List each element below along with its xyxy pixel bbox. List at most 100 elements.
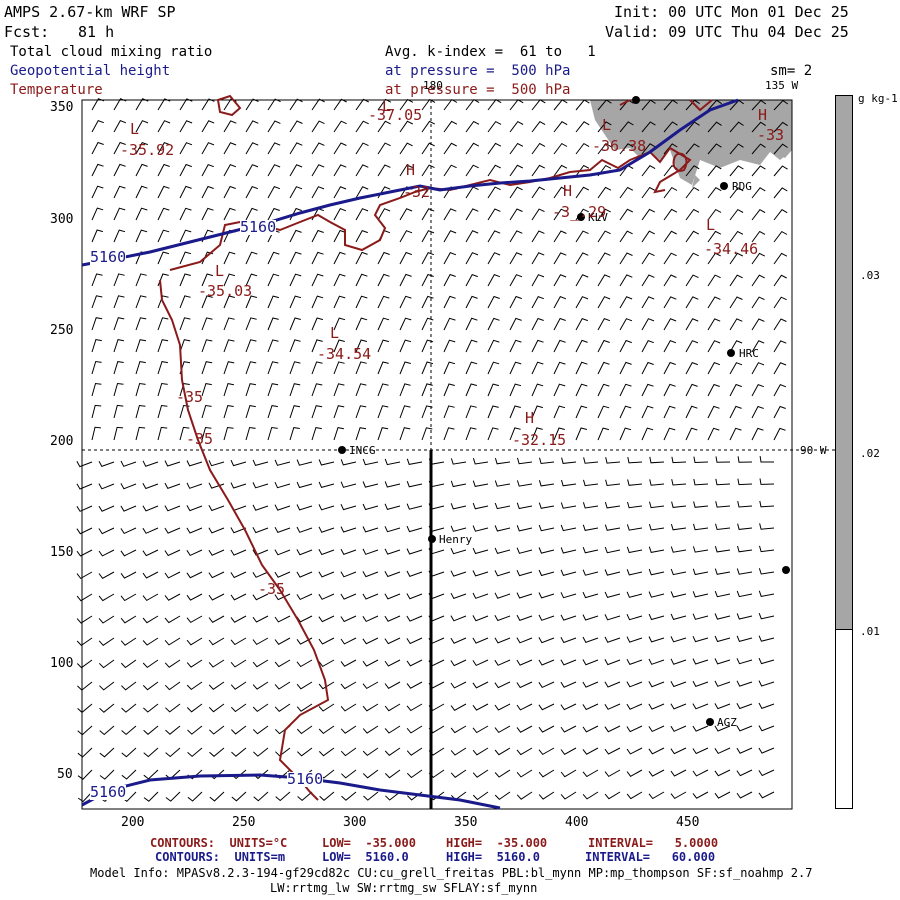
wind-barb bbox=[384, 548, 401, 555]
wind-barb bbox=[406, 659, 423, 667]
wind-barb bbox=[296, 481, 313, 489]
high-center-label: H bbox=[406, 161, 416, 179]
wind-barb bbox=[648, 747, 665, 755]
wind-barb bbox=[619, 230, 633, 243]
wind-barb bbox=[707, 318, 721, 331]
wind-barb bbox=[157, 361, 168, 375]
wind-barb bbox=[737, 478, 753, 486]
wind-barb bbox=[494, 769, 511, 778]
x-tick-label: 300 bbox=[343, 815, 367, 830]
wind-barb bbox=[649, 479, 665, 486]
wind-barb-field bbox=[76, 98, 789, 803]
wind-barb bbox=[406, 615, 423, 622]
wind-barb bbox=[77, 769, 93, 780]
wind-barb bbox=[421, 98, 436, 111]
wind-barb bbox=[670, 681, 687, 688]
wind-barb bbox=[318, 459, 335, 466]
wind-barb bbox=[340, 615, 357, 623]
wind-barb bbox=[560, 547, 577, 554]
wind-barb bbox=[707, 405, 720, 419]
wind-barb bbox=[245, 295, 258, 309]
wind-barb bbox=[671, 479, 687, 486]
wind-barb bbox=[164, 460, 181, 467]
wind-barb bbox=[663, 252, 677, 265]
wind-barb bbox=[670, 791, 687, 800]
wind-barb bbox=[560, 569, 577, 576]
wind-barb bbox=[121, 725, 137, 736]
wind-barb bbox=[121, 681, 137, 691]
wind-barb bbox=[318, 549, 335, 556]
temp-value-label: -36.38 bbox=[592, 137, 647, 155]
wind-barb bbox=[773, 252, 788, 265]
wind-barb bbox=[297, 747, 313, 757]
wind-barb bbox=[267, 361, 279, 375]
wind-barb bbox=[663, 274, 677, 287]
wind-barb bbox=[729, 296, 743, 309]
wind-barb bbox=[91, 295, 103, 309]
wind-barb bbox=[494, 725, 511, 734]
wind-barb bbox=[179, 273, 191, 287]
wind-barb bbox=[663, 339, 677, 353]
wind-barb bbox=[230, 659, 247, 668]
wind-barb bbox=[538, 569, 555, 577]
wind-barb bbox=[231, 747, 247, 757]
wind-barb bbox=[553, 230, 567, 243]
wind-barb bbox=[641, 252, 655, 265]
wind-barb bbox=[516, 659, 533, 666]
wind-barb bbox=[289, 405, 301, 419]
wind-barb bbox=[487, 99, 502, 111]
wind-barb bbox=[707, 165, 722, 177]
wind-barb bbox=[98, 637, 115, 646]
wind-barb bbox=[758, 613, 775, 620]
wind-barb bbox=[450, 525, 467, 532]
wind-barb bbox=[406, 769, 423, 779]
height-value-label: 5160 bbox=[287, 770, 324, 788]
wind-barb bbox=[113, 361, 124, 375]
wind-barb bbox=[626, 769, 643, 777]
wind-barb bbox=[274, 703, 291, 712]
wind-barb bbox=[692, 613, 709, 620]
station-label: RDG bbox=[732, 180, 752, 193]
wind-barb bbox=[670, 658, 687, 665]
wind-barb bbox=[538, 659, 555, 666]
wind-barb bbox=[751, 165, 766, 177]
wind-barb bbox=[509, 405, 521, 419]
wind-barb bbox=[333, 383, 345, 397]
wind-barb bbox=[538, 614, 555, 621]
wind-barb bbox=[311, 164, 325, 177]
wind-barb bbox=[157, 339, 169, 353]
wind-barb bbox=[296, 571, 313, 578]
wind-barb bbox=[355, 186, 369, 199]
wind-barb bbox=[553, 142, 568, 155]
wind-barb bbox=[736, 590, 753, 598]
wind-barb bbox=[663, 208, 678, 221]
wind-barb bbox=[252, 703, 269, 713]
wind-barb bbox=[406, 548, 423, 555]
wind-barb bbox=[641, 318, 655, 331]
wind-barb bbox=[355, 120, 369, 133]
wind-barb bbox=[157, 404, 168, 419]
wind-barb bbox=[208, 504, 225, 512]
wind-barb bbox=[355, 164, 369, 177]
wind-barb bbox=[245, 405, 256, 419]
wind-barb bbox=[340, 659, 357, 667]
wind-barb bbox=[319, 791, 335, 801]
wind-barb bbox=[311, 405, 323, 419]
wind-barb bbox=[384, 481, 401, 488]
wind-barb bbox=[164, 549, 181, 557]
wind-barb bbox=[399, 120, 414, 133]
wind-barb bbox=[597, 121, 612, 133]
wind-barb bbox=[252, 615, 269, 623]
wind-barb bbox=[465, 98, 480, 111]
wind-barb bbox=[296, 459, 313, 466]
wind-barb bbox=[340, 526, 357, 533]
wind-barb bbox=[230, 549, 247, 556]
temperature-contours bbox=[159, 94, 713, 801]
wind-barb bbox=[729, 405, 742, 419]
wind-barb bbox=[538, 769, 555, 778]
wind-barb bbox=[98, 549, 115, 557]
wind-barb bbox=[604, 747, 621, 755]
wind-barb bbox=[531, 208, 545, 221]
pressure-level-blue: at pressure = 500 hPa bbox=[385, 63, 571, 79]
wind-barb bbox=[245, 251, 258, 265]
